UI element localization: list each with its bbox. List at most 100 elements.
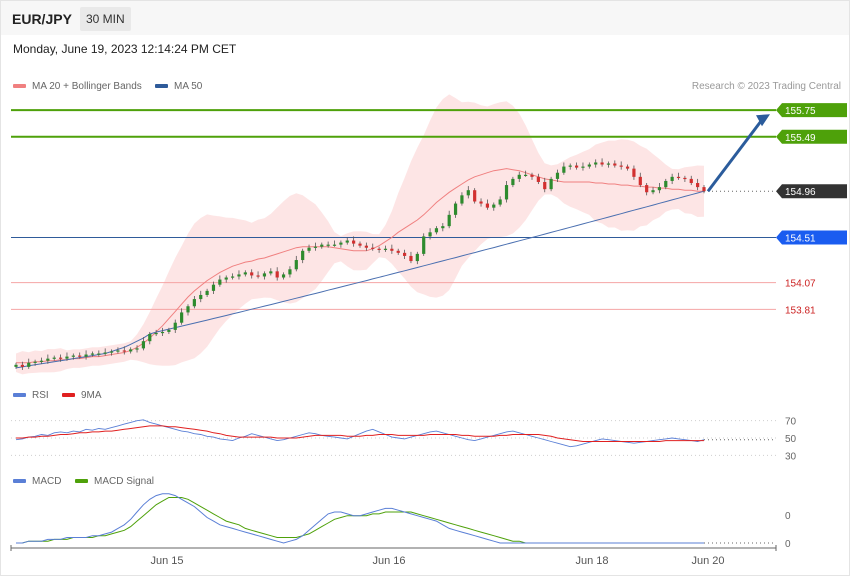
candle — [326, 241, 330, 248]
candle-body — [606, 163, 611, 165]
candle — [696, 178, 700, 191]
candle — [129, 347, 133, 354]
candle-body — [530, 174, 534, 177]
candle-body — [600, 162, 604, 165]
legend-rsi: RSI — [13, 390, 49, 401]
ma50-line — [15, 190, 705, 369]
candle-body — [581, 166, 585, 168]
candle-body — [625, 166, 630, 169]
candle-body — [422, 236, 426, 254]
candle-body — [78, 355, 82, 357]
candle — [84, 350, 88, 360]
candle-body — [396, 250, 400, 253]
candle — [46, 354, 50, 364]
candle — [345, 237, 349, 245]
candle-body — [364, 245, 368, 248]
candle-body — [504, 185, 509, 200]
candle — [141, 337, 146, 351]
candle — [683, 175, 687, 182]
candle — [211, 281, 216, 294]
macd-line — [16, 493, 704, 544]
candle-body — [536, 176, 540, 182]
candle — [625, 164, 630, 171]
candle-body — [65, 356, 69, 359]
candle-body — [498, 199, 502, 205]
candle-body — [275, 271, 279, 278]
candle — [269, 268, 273, 276]
candle — [320, 242, 324, 249]
candle-body — [517, 174, 521, 179]
candle-body — [97, 353, 101, 355]
rsi-line — [15, 419, 705, 448]
legend-ma50: MA 50 — [155, 81, 202, 92]
candle — [594, 159, 598, 168]
candle — [670, 173, 674, 185]
candle-body — [428, 232, 432, 237]
candle — [383, 245, 388, 252]
candle-body — [383, 248, 388, 250]
candle-body — [243, 272, 247, 275]
legend-swatch — [62, 393, 75, 398]
candle — [332, 240, 337, 247]
candle — [664, 178, 668, 190]
candle-body — [460, 195, 464, 204]
candle — [371, 243, 375, 251]
candle — [377, 246, 381, 253]
candle — [135, 345, 139, 353]
candle — [441, 223, 445, 232]
candle-body — [103, 352, 107, 354]
x-tick-label: Jun 18 — [575, 555, 608, 567]
level-label: 155.75 — [785, 106, 816, 117]
legend-label: MA 20 + Bollinger Bands — [32, 81, 142, 92]
candle — [530, 172, 534, 180]
candle — [447, 210, 451, 229]
candle-body — [670, 176, 674, 181]
candle — [543, 177, 547, 193]
candle — [186, 304, 190, 316]
research-credit: Research © 2023 Trading Central — [691, 81, 841, 92]
candle-body — [664, 180, 668, 188]
candle-body — [84, 354, 88, 357]
candle-body — [485, 203, 490, 208]
candle-body — [20, 364, 24, 367]
x-tick-label: Jun 16 — [372, 555, 405, 567]
candle — [339, 240, 343, 248]
candle-body — [218, 279, 222, 285]
level-label: 153.81 — [785, 305, 816, 316]
candle — [58, 354, 63, 362]
candle — [632, 165, 636, 180]
candle-body — [613, 163, 617, 166]
candle-body — [696, 183, 700, 188]
candle-body — [619, 165, 623, 167]
candle — [180, 308, 184, 325]
candle — [492, 202, 496, 211]
candle — [390, 244, 394, 254]
candle-body — [345, 240, 349, 243]
candle — [199, 290, 203, 303]
candle — [422, 233, 426, 256]
candle-body — [358, 243, 362, 246]
level-tag-resistance: 155.75 — [776, 103, 847, 118]
timeframe-button[interactable]: 30 MIN — [80, 7, 131, 31]
candle-body — [371, 247, 375, 249]
candle — [613, 160, 617, 168]
candle-body — [224, 277, 228, 280]
candle — [415, 251, 419, 265]
candle-body — [301, 250, 305, 261]
candle — [281, 272, 286, 280]
candle — [453, 201, 458, 218]
level-tag-bg — [776, 103, 847, 118]
candle — [702, 185, 706, 194]
candle-body — [702, 187, 706, 192]
candle-body — [281, 274, 286, 278]
candle-body — [473, 190, 477, 202]
candle — [428, 228, 432, 240]
candle-body — [645, 185, 649, 193]
candle-body — [27, 362, 31, 367]
candle — [154, 329, 158, 337]
candle-body — [180, 312, 184, 323]
legend-macd-signal: MACD Signal — [75, 476, 154, 487]
candle — [479, 198, 483, 207]
candle-body — [129, 349, 133, 352]
